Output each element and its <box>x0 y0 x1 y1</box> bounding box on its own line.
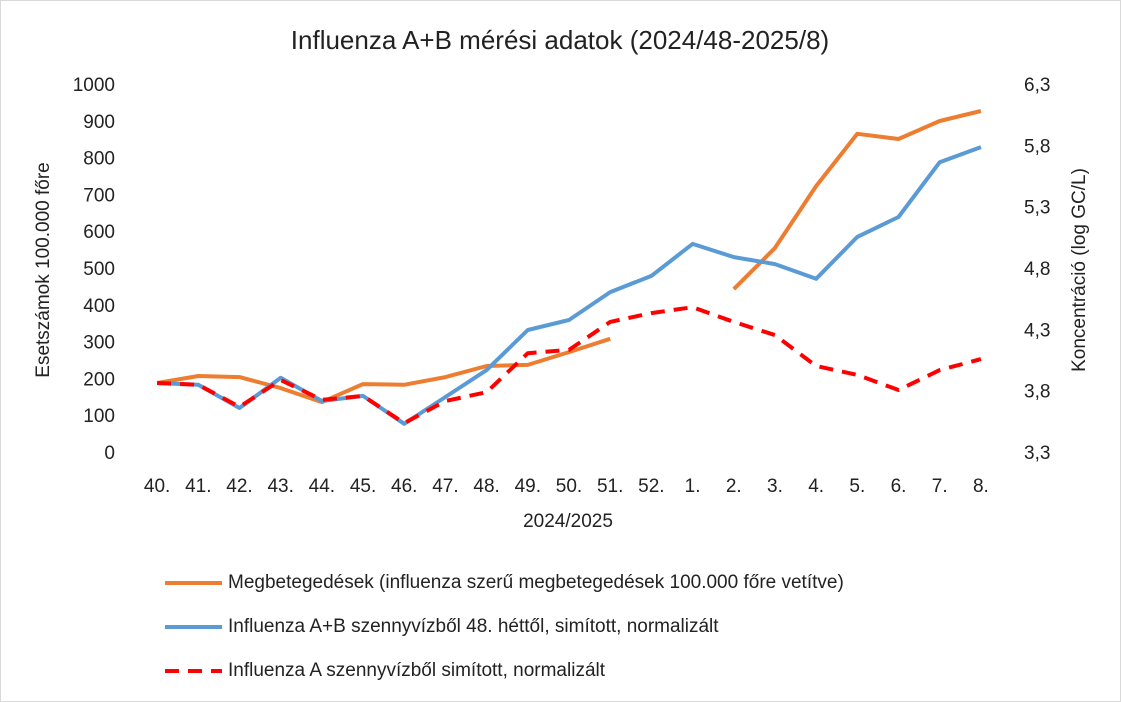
x-tick-label: 1. <box>685 476 701 497</box>
x-tick-label: 6. <box>891 476 907 497</box>
x-tick-label: 41. <box>185 476 211 497</box>
y-tick-label: 0 <box>104 443 115 464</box>
x-tick-label: 49. <box>515 476 541 497</box>
series-line <box>156 109 982 405</box>
x-tick-label: 5. <box>849 476 865 497</box>
series-line <box>157 305 982 426</box>
y2-tick-label: 4,3 <box>1024 320 1050 341</box>
y2-tick-label: 5,8 <box>1024 136 1050 157</box>
y-axis-title: Esetszámok 100.000 főre <box>33 162 54 377</box>
x-tick-label: 50. <box>556 476 582 497</box>
y-tick-label: 1000 <box>73 75 115 96</box>
y2-tick-label: 3,8 <box>1024 382 1050 403</box>
y2-tick-label: 3,3 <box>1024 443 1050 464</box>
y2-tick-label: 6,3 <box>1024 75 1050 96</box>
x-tick-label: 4. <box>808 476 824 497</box>
y-tick-label: 800 <box>83 149 115 170</box>
x-tick-label: 44. <box>309 476 335 497</box>
x-tick-label: 48. <box>473 476 499 497</box>
x-tick-label: 47. <box>432 476 458 497</box>
chart-title: Influenza A+B mérési adatok (2024/48-202… <box>291 25 829 55</box>
y-tick-label: 900 <box>83 112 115 133</box>
legend-label: Megbetegedések (influenza szerű megbeteg… <box>228 572 844 593</box>
x-tick-label: 3. <box>767 476 783 497</box>
y2-tick-label: 4,8 <box>1024 259 1050 280</box>
y-tick-label: 200 <box>83 369 115 390</box>
y-tick-label: 400 <box>83 296 115 317</box>
x-tick-label: 8. <box>973 476 989 497</box>
y-tick-label: 500 <box>83 259 115 280</box>
x-tick-label: 45. <box>350 476 376 497</box>
x-tick-label: 2. <box>726 476 742 497</box>
legend-label: Influenza A szennyvízből simított, norma… <box>228 660 606 681</box>
x-tick-label: 42. <box>226 476 252 497</box>
x-tick-label: 46. <box>391 476 417 497</box>
y-tick-label: 700 <box>83 185 115 206</box>
x-tick-label: 7. <box>932 476 948 497</box>
x-axis-title: 2024/2025 <box>523 511 613 532</box>
y2-tick-label: 5,3 <box>1024 198 1050 219</box>
y2-axis-title: Koncentráció (log GC/L) <box>1069 168 1090 372</box>
y-tick-label: 600 <box>83 222 115 243</box>
y-tick-label: 100 <box>83 406 115 427</box>
x-tick-label: 43. <box>267 476 293 497</box>
legend-label: Influenza A+B szennyvízből 48. héttől, s… <box>228 616 719 637</box>
y-tick-label: 300 <box>83 333 115 354</box>
x-tick-label: 40. <box>144 476 170 497</box>
x-tick-label: 52. <box>638 476 664 497</box>
x-tick-label: 51. <box>597 476 623 497</box>
